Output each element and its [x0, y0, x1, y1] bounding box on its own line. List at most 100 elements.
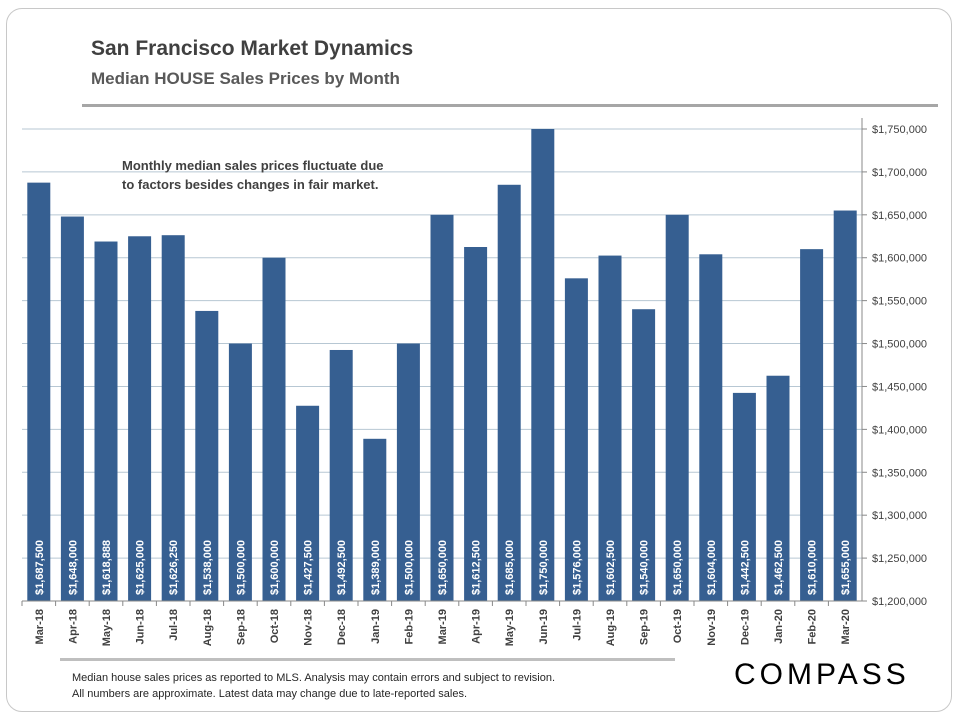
- bar: [195, 310, 219, 601]
- bar: [598, 255, 622, 601]
- footnote-line: Median house sales prices as reported to…: [72, 672, 556, 684]
- x-tick-label: Jan-19: [370, 609, 382, 644]
- x-tick-label: Jun-18: [135, 609, 147, 644]
- bar: [60, 216, 84, 601]
- data-label: $1,625,000: [135, 540, 147, 595]
- x-tick-label: Jul-19: [571, 609, 583, 641]
- bar: [833, 210, 857, 601]
- data-label: $1,626,250: [168, 540, 180, 595]
- data-label: $1,427,500: [303, 540, 315, 595]
- x-tick-label: Mar-20: [840, 609, 852, 644]
- data-label: $1,462,500: [773, 540, 785, 595]
- x-tick-label: Mar-19: [437, 609, 449, 644]
- y-tick-label: $1,550,000: [872, 296, 927, 308]
- data-label: $1,612,500: [471, 540, 483, 595]
- y-tick-label: $1,350,000: [872, 467, 927, 479]
- y-tick-label: $1,400,000: [872, 424, 927, 436]
- x-tick-label: May-18: [101, 609, 113, 646]
- bar: [228, 343, 252, 601]
- x-tick-label: May-19: [504, 609, 516, 646]
- x-tick-label: Jul-18: [168, 609, 180, 641]
- bar: [497, 184, 521, 602]
- footnote: Median house sales prices as reported to…: [72, 670, 555, 702]
- x-tick-label: Jan-20: [773, 609, 785, 644]
- x-tick-label: Mar-18: [34, 609, 46, 644]
- page-subtitle: Median HOUSE Sales Prices by Month: [91, 69, 400, 88]
- bar: [464, 247, 488, 601]
- bar: [699, 254, 723, 601]
- compass-logo: COMPASS: [734, 658, 910, 691]
- bar: [531, 129, 555, 601]
- y-tick-label: $1,250,000: [872, 553, 927, 565]
- x-tick-label: Dec-18: [336, 609, 348, 645]
- title-divider: [82, 104, 938, 107]
- bar: [396, 343, 420, 601]
- data-label: $1,442,500: [739, 540, 751, 595]
- data-label: $1,610,000: [807, 540, 819, 595]
- footnote-line: All numbers are approximate. Latest data…: [72, 688, 468, 700]
- data-label: $1,600,000: [269, 540, 281, 595]
- bar: [430, 214, 454, 601]
- bar: [128, 236, 152, 602]
- bar: [732, 392, 756, 601]
- y-tick-label: $1,700,000: [872, 167, 927, 179]
- y-tick-label: $1,300,000: [872, 510, 927, 522]
- bar: [363, 438, 387, 601]
- bar: [27, 182, 51, 602]
- x-tick-label: Nov-19: [706, 609, 718, 646]
- bar: [632, 309, 656, 601]
- x-tick-label: Feb-19: [403, 609, 415, 644]
- bar: [296, 405, 320, 601]
- bar: [766, 375, 790, 601]
- bar: [161, 235, 185, 601]
- x-tick-label: Oct-18: [269, 609, 281, 643]
- data-label: $1,540,000: [639, 540, 651, 595]
- bar: [665, 214, 689, 601]
- x-tick-label: Sep-18: [235, 609, 247, 645]
- data-label: $1,750,000: [538, 540, 550, 595]
- data-label: $1,389,000: [370, 540, 382, 595]
- data-label: $1,687,500: [34, 540, 46, 595]
- page-title: San Francisco Market Dynamics: [91, 37, 414, 60]
- data-label: $1,602,500: [605, 540, 617, 595]
- data-label: $1,650,000: [672, 540, 684, 595]
- bar: [94, 241, 118, 601]
- data-label: $1,492,500: [336, 540, 348, 595]
- y-tick-label: $1,200,000: [872, 596, 927, 608]
- x-tick-label: Oct-19: [672, 609, 684, 643]
- y-tick-label: $1,650,000: [872, 210, 927, 222]
- bar: [564, 278, 588, 601]
- annotation-line: Monthly median sales prices fluctuate du…: [122, 158, 384, 173]
- data-label: $1,650,000: [437, 540, 449, 595]
- data-label: $1,655,000: [840, 540, 852, 595]
- x-tick-label: Feb-20: [807, 609, 819, 644]
- x-tick-label: Jun-19: [538, 609, 550, 644]
- x-tick-label: Aug-18: [202, 609, 214, 646]
- data-label: $1,648,000: [67, 540, 79, 595]
- data-label: $1,685,000: [504, 540, 516, 595]
- data-label: $1,576,000: [571, 540, 583, 595]
- y-tick-label: $1,600,000: [872, 253, 927, 265]
- annotation-line: to factors besides changes in fair marke…: [122, 177, 379, 192]
- bar: [262, 257, 286, 601]
- data-label: $1,604,000: [706, 540, 718, 595]
- bar: [329, 349, 353, 601]
- data-label: $1,618,888: [101, 540, 113, 595]
- data-label: $1,538,000: [202, 540, 214, 595]
- chart-annotation: Monthly median sales prices fluctuate du…: [122, 156, 384, 194]
- x-tick-label: Aug-19: [605, 609, 617, 646]
- x-tick-label: Nov-18: [303, 609, 315, 646]
- x-tick-label: Dec-19: [739, 609, 751, 645]
- bar: [800, 249, 824, 602]
- data-label: $1,500,000: [403, 540, 415, 595]
- x-tick-label: Apr-18: [67, 609, 79, 644]
- slide-card: [6, 8, 952, 712]
- x-tick-label: Apr-19: [471, 609, 483, 644]
- footer-divider: [60, 658, 675, 661]
- x-tick-label: Sep-19: [639, 609, 651, 645]
- y-tick-label: $1,750,000: [872, 124, 927, 136]
- y-tick-label: $1,500,000: [872, 339, 927, 351]
- data-label: $1,500,000: [235, 540, 247, 595]
- y-tick-label: $1,450,000: [872, 381, 927, 393]
